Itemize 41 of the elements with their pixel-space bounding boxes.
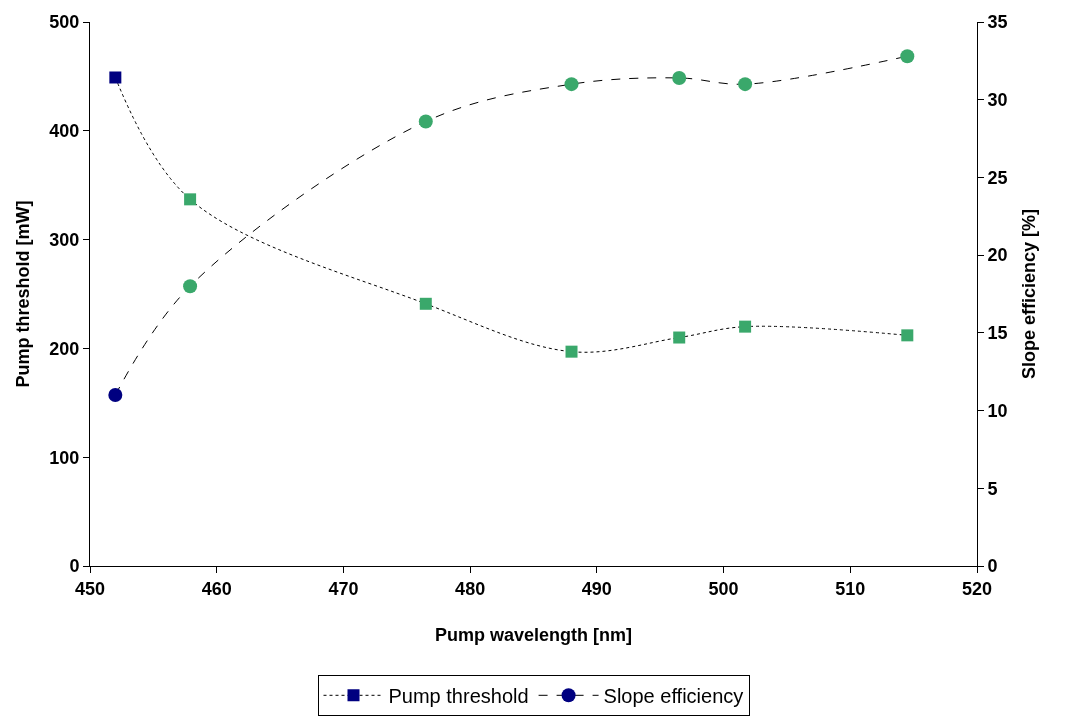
y-tick-label: 200 xyxy=(49,338,80,359)
y-axis-title: Pump threshold [mW] xyxy=(12,200,33,388)
y2-tick-label: 10 xyxy=(987,400,1008,421)
point xyxy=(901,329,914,342)
point xyxy=(183,279,198,294)
x-tick-label: 510 xyxy=(835,578,866,599)
point xyxy=(418,114,433,129)
x-tick-label: 520 xyxy=(961,578,993,599)
point xyxy=(109,71,122,84)
x-tick-label: 450 xyxy=(74,578,106,599)
y2-tick-label: 0 xyxy=(987,556,998,577)
legend-label: Pump threshold xyxy=(388,685,529,708)
y2-tick-label: 35 xyxy=(987,12,1008,33)
y-tick-label: 0 xyxy=(69,556,80,577)
x-tick-label: 490 xyxy=(581,578,612,599)
y2-tick-label: 5 xyxy=(987,478,998,499)
x-tick-label: 500 xyxy=(708,578,739,599)
x-axis-title: Pump wavelength [nm] xyxy=(434,624,633,645)
point xyxy=(673,331,686,344)
point xyxy=(739,320,752,333)
point xyxy=(108,388,123,403)
y-tick-label: 400 xyxy=(49,121,80,142)
point xyxy=(738,77,753,92)
y-tick-label: 100 xyxy=(49,447,80,468)
y2-tick-label: 15 xyxy=(987,323,1008,344)
x-tick-label: 480 xyxy=(455,578,486,599)
y-tick-label: 300 xyxy=(49,229,80,250)
point xyxy=(900,49,915,64)
y2-tick-label: 25 xyxy=(987,167,1008,188)
x-tick-label: 470 xyxy=(328,578,359,599)
legend-label: Slope efficiency xyxy=(603,685,744,708)
point xyxy=(419,297,432,310)
y2-tick-label: 20 xyxy=(987,245,1008,266)
point xyxy=(565,345,578,358)
y-tick-label: 500 xyxy=(49,12,80,33)
y2-tick-label: 30 xyxy=(987,90,1008,111)
point xyxy=(672,70,687,85)
y2-axis-title: Slope efficiency [%] xyxy=(1018,208,1039,380)
point xyxy=(184,193,197,206)
point xyxy=(564,77,579,92)
x-tick-label: 460 xyxy=(201,578,232,599)
